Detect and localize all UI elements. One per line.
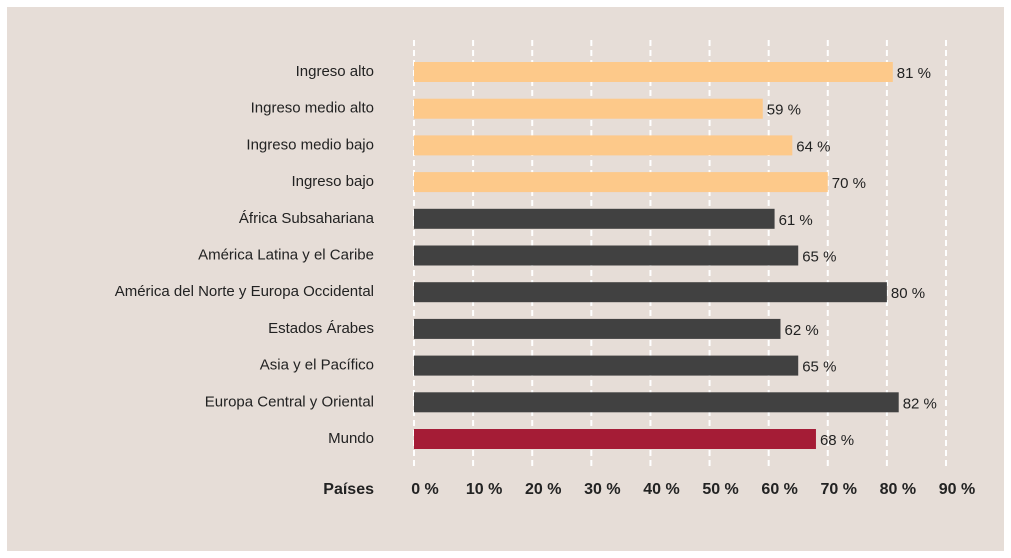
x-tick-label: 30 % [584, 481, 620, 498]
y-tick-label: África Subsahariana [239, 210, 375, 227]
value-label: 70 % [832, 175, 866, 192]
y-tick-label: Ingreso medio bajo [246, 136, 374, 153]
y-tick-label: América del Norte y Europa Occidental [115, 283, 374, 300]
x-tick-label: 40 % [643, 481, 679, 498]
value-label: 64 % [796, 138, 830, 155]
bar [414, 135, 793, 156]
y-tick-label: América Latina y el Caribe [198, 246, 374, 263]
y-tick-label: Europa Central y Oriental [205, 393, 374, 410]
value-label: 62 % [784, 322, 818, 339]
bar [414, 98, 763, 119]
y-tick-label: Estados Árabes [268, 320, 374, 337]
x-tick-label: 0 % [411, 481, 439, 498]
bar [414, 392, 899, 413]
y-tick-label: Asia y el Pacífico [260, 357, 374, 374]
value-label: 81 % [897, 65, 931, 82]
x-tick-label: 60 % [761, 481, 797, 498]
bar [414, 62, 893, 82]
y-tick-label: Mundo [328, 430, 374, 447]
x-tick-label: 70 % [821, 481, 857, 498]
bar [414, 172, 828, 193]
x-tick-label: 10 % [466, 481, 502, 498]
value-label: 68 % [820, 432, 854, 449]
bar [414, 208, 775, 229]
bar [414, 355, 799, 376]
value-label: 82 % [903, 395, 937, 412]
y-tick-label: Ingreso alto [296, 63, 374, 80]
x-tick-label: 50 % [702, 481, 738, 498]
y-tick-label: Ingreso bajo [291, 173, 374, 190]
y-tick-label: Ingreso medio alto [251, 100, 374, 117]
x-tick-label: 20 % [525, 481, 561, 498]
value-label: 61 % [779, 212, 813, 229]
value-label: 59 % [767, 102, 801, 119]
axis-label: Países [323, 481, 374, 498]
chart-background [7, 7, 1004, 551]
bar [414, 282, 887, 303]
x-tick-label: 90 % [939, 481, 975, 498]
bar [414, 245, 799, 266]
bar [414, 318, 781, 339]
value-label: 80 % [891, 285, 925, 302]
value-label: 65 % [802, 248, 836, 265]
x-tick-label: 80 % [880, 481, 916, 498]
bar [414, 429, 816, 449]
value-label: 65 % [802, 359, 836, 376]
